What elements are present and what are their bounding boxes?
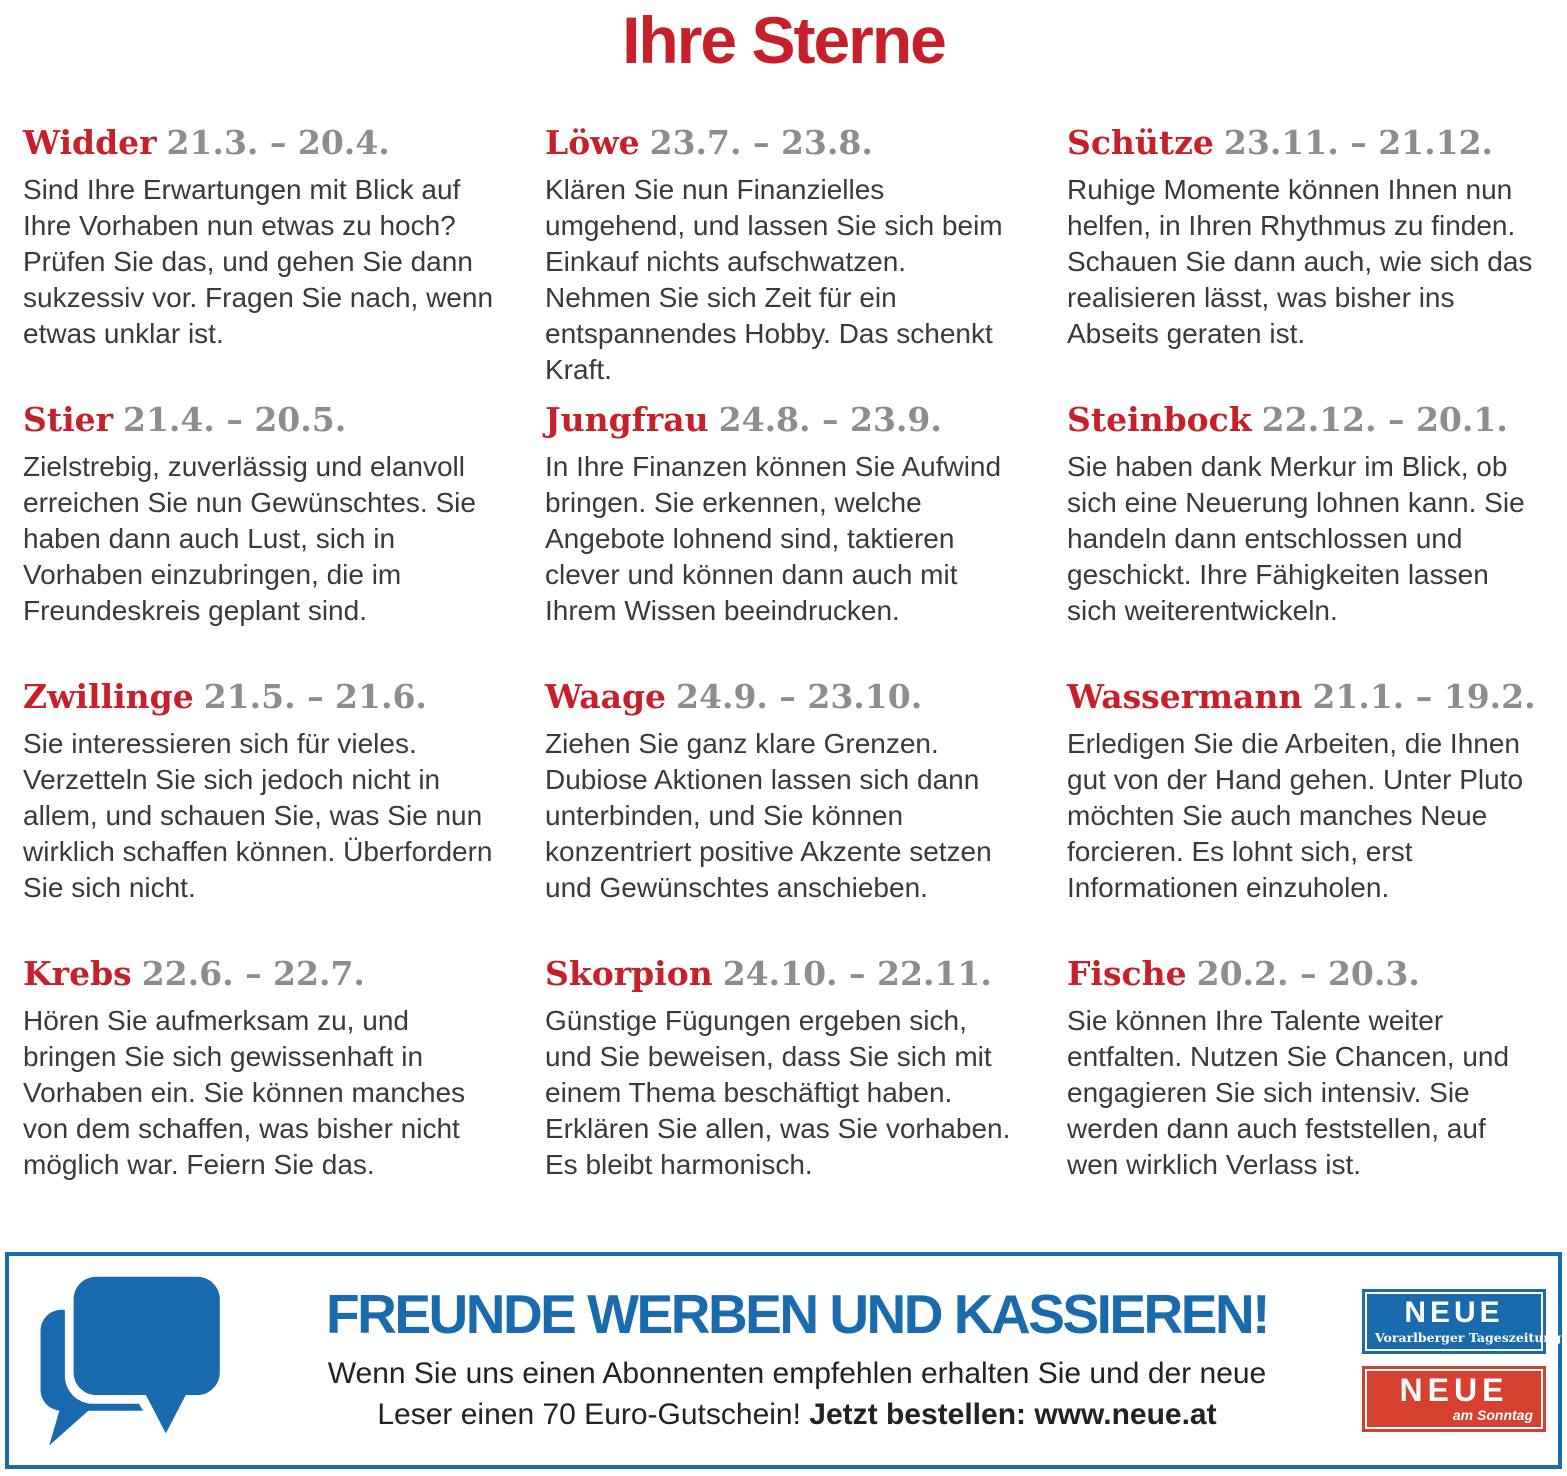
- sign-dates: 22.6. – 22.7.: [141, 954, 365, 994]
- horoscope-entry-wassermann: Wassermann 21.1. – 19.2. Erledigen Sie di…: [1067, 677, 1537, 954]
- banner-text-block: FREUNDE WERBEN UND KASSIEREN! Wenn Sie u…: [232, 1282, 1362, 1436]
- sign-text: Hören Sie aufmerksam zu, und bringen Sie…: [23, 1004, 466, 1180]
- horoscope-entry-zwillinge: Zwillinge 21.5. – 21.6. Sie interessieren…: [23, 677, 493, 954]
- sign-name: Fische: [1067, 954, 1187, 994]
- horoscope-entry-schuetze: Schütze 23.11. – 21.12. Ruhige Momente kö…: [1067, 123, 1537, 400]
- promo-banner: FREUNDE WERBEN UND KASSIEREN! Wenn Sie u…: [5, 1252, 1562, 1469]
- speech-bubbles-icon: [37, 1267, 232, 1454]
- sign-name: Widder: [23, 123, 157, 163]
- entry-heading: Widder 21.3. – 20.4.: [23, 123, 493, 163]
- sign-name: Waage: [545, 677, 667, 717]
- horoscope-entry-stier: Stier 21.4. – 20.5. Zielstrebig, zuverläs…: [23, 400, 493, 677]
- sign-dates: 23.7. – 23.8.: [649, 123, 873, 163]
- sign-dates: 21.5. – 21.6.: [203, 677, 427, 717]
- entry-heading: Jungfrau 24.8. – 23.9.: [545, 400, 1015, 440]
- neue-tageszeitung-logo: NEUE Vorarlberger Tageszeitung: [1362, 1288, 1562, 1355]
- sign-name: Löwe: [545, 123, 640, 163]
- entry-heading: Stier 21.4. – 20.5.: [23, 400, 493, 440]
- entry-heading: Schütze 23.11. – 21.12.: [1067, 123, 1537, 163]
- sign-name: Krebs: [23, 954, 132, 994]
- logo-wordmark: NEUE: [1399, 1372, 1509, 1409]
- sign-text: Erledigen Sie die Arbeiten, die Ihnen gu…: [1067, 727, 1524, 903]
- sign-text: Sie können Ihre Talente weiter entfalten…: [1067, 1004, 1510, 1180]
- sign-name: Steinbock: [1067, 400, 1252, 440]
- entry-heading: Löwe 23.7. – 23.8.: [545, 123, 1015, 163]
- sign-text: Sie haben dank Merkur im Blick, ob sich …: [1067, 450, 1525, 626]
- horoscope-entry-krebs: Krebs 22.6. – 22.7. Hören Sie aufmerksam …: [23, 954, 493, 1231]
- banner-headline: FREUNDE WERBEN UND KASSIEREN!: [326, 1282, 1271, 1345]
- entry-heading: Wassermann 21.1. – 19.2.: [1067, 677, 1537, 717]
- logo-frame: NEUE Vorarlberger Tageszeitung: [1365, 1291, 1562, 1352]
- logo-subtitle: Vorarlberger Tageszeitung: [1375, 1330, 1562, 1346]
- page-title: Ihre Sterne: [622, 3, 947, 77]
- banner-line1: Wenn Sie uns einen Abonnenten empfehlen …: [327, 1357, 1267, 1391]
- sign-text: Zielstrebig, zuverlässig und elanvoll er…: [23, 450, 476, 626]
- sign-text: Sie interessieren sich für vieles. Verze…: [23, 727, 493, 903]
- horoscope-entry-loewe: Löwe 23.7. – 23.8. Klären Sie nun Finanzi…: [545, 123, 1015, 400]
- entry-heading: Skorpion 24.10. – 22.11.: [545, 954, 1015, 994]
- logo-subtitle: am Sonntag: [1452, 1406, 1533, 1423]
- order-url: Jetzt bestellen: www.neue.at: [809, 1398, 1217, 1432]
- sign-name: Wassermann: [1067, 677, 1303, 717]
- entry-heading: Zwillinge 21.5. – 21.6.: [23, 677, 493, 717]
- horoscope-entry-steinbock: Steinbock 22.12. – 20.1. Sie haben dank M…: [1067, 400, 1537, 677]
- horoscope-entry-jungfrau: Jungfrau 24.8. – 23.9. In Ihre Finanzen k…: [545, 400, 1015, 677]
- sign-dates: 24.10. – 22.11.: [722, 954, 992, 994]
- sign-text: Ruhige Momente können Ihnen nun helfen, …: [1067, 173, 1533, 349]
- sign-text: Sind Ihre Erwartungen mit Blick auf Ihre…: [23, 173, 494, 349]
- horoscope-entry-skorpion: Skorpion 24.10. – 22.11. Günstige Fügunge…: [545, 954, 1015, 1231]
- sign-name: Zwillinge: [23, 677, 194, 717]
- sign-dates: 23.11. – 21.12.: [1223, 123, 1494, 163]
- horoscope-entry-widder: Widder 21.3. – 20.4. Sind Ihre Erwartunge…: [23, 123, 493, 400]
- sign-name: Stier: [23, 400, 113, 440]
- sign-dates: 24.8. – 23.9.: [718, 400, 942, 440]
- banner-line2-regular: Leser einen 70 Euro-Gutschein!: [377, 1398, 810, 1432]
- horoscope-entry-waage: Waage 24.9. – 23.10. Ziehen Sie ganz klar…: [545, 677, 1015, 954]
- sign-text: Klären Sie nun Finanzielles umgehend, un…: [545, 173, 1003, 385]
- sign-text: In Ihre Finanzen können Sie Aufwind brin…: [545, 450, 1002, 626]
- entry-heading: Waage 24.9. – 23.10.: [545, 677, 1015, 717]
- horoscope-entry-fische: Fische 20.2. – 20.3. Sie können Ihre Tale…: [1067, 954, 1537, 1231]
- sign-text: Ziehen Sie ganz klare Grenzen. Dubiose A…: [545, 727, 992, 903]
- horoscope-grid: Widder 21.3. – 20.4. Sind Ihre Erwartunge…: [23, 123, 1537, 1231]
- sign-dates: 24.9. – 23.10.: [676, 677, 923, 717]
- logo-frame: NEUE am Sonntag: [1365, 1369, 1543, 1430]
- sign-dates: 21.1. – 19.2.: [1312, 677, 1536, 717]
- entry-heading: Krebs 22.6. – 22.7.: [23, 954, 493, 994]
- sign-dates: 21.4. – 20.5.: [123, 400, 347, 440]
- banner-line2: Leser einen 70 Euro-Gutschein! Jetzt bes…: [238, 1394, 1356, 1435]
- sign-name: Skorpion: [545, 954, 713, 994]
- logo-wordmark: NEUE: [1404, 1295, 1504, 1329]
- publisher-logos: NEUE Vorarlberger Tageszeitung NEUE am S…: [1362, 1288, 1562, 1433]
- neue-am-sonntag-logo: NEUE am Sonntag: [1362, 1366, 1546, 1433]
- sign-name: Jungfrau: [545, 400, 709, 440]
- sign-name: Schütze: [1067, 123, 1214, 163]
- sign-dates: 22.12. – 20.1.: [1261, 400, 1508, 440]
- sign-dates: 21.3. – 20.4.: [166, 123, 390, 163]
- sign-text: Günstige Fügungen ergeben sich, und Sie …: [545, 1004, 1011, 1180]
- entry-heading: Steinbock 22.12. – 20.1.: [1067, 400, 1537, 440]
- sign-dates: 20.2. – 20.3.: [1196, 954, 1420, 994]
- entry-heading: Fische 20.2. – 20.3.: [1067, 954, 1537, 994]
